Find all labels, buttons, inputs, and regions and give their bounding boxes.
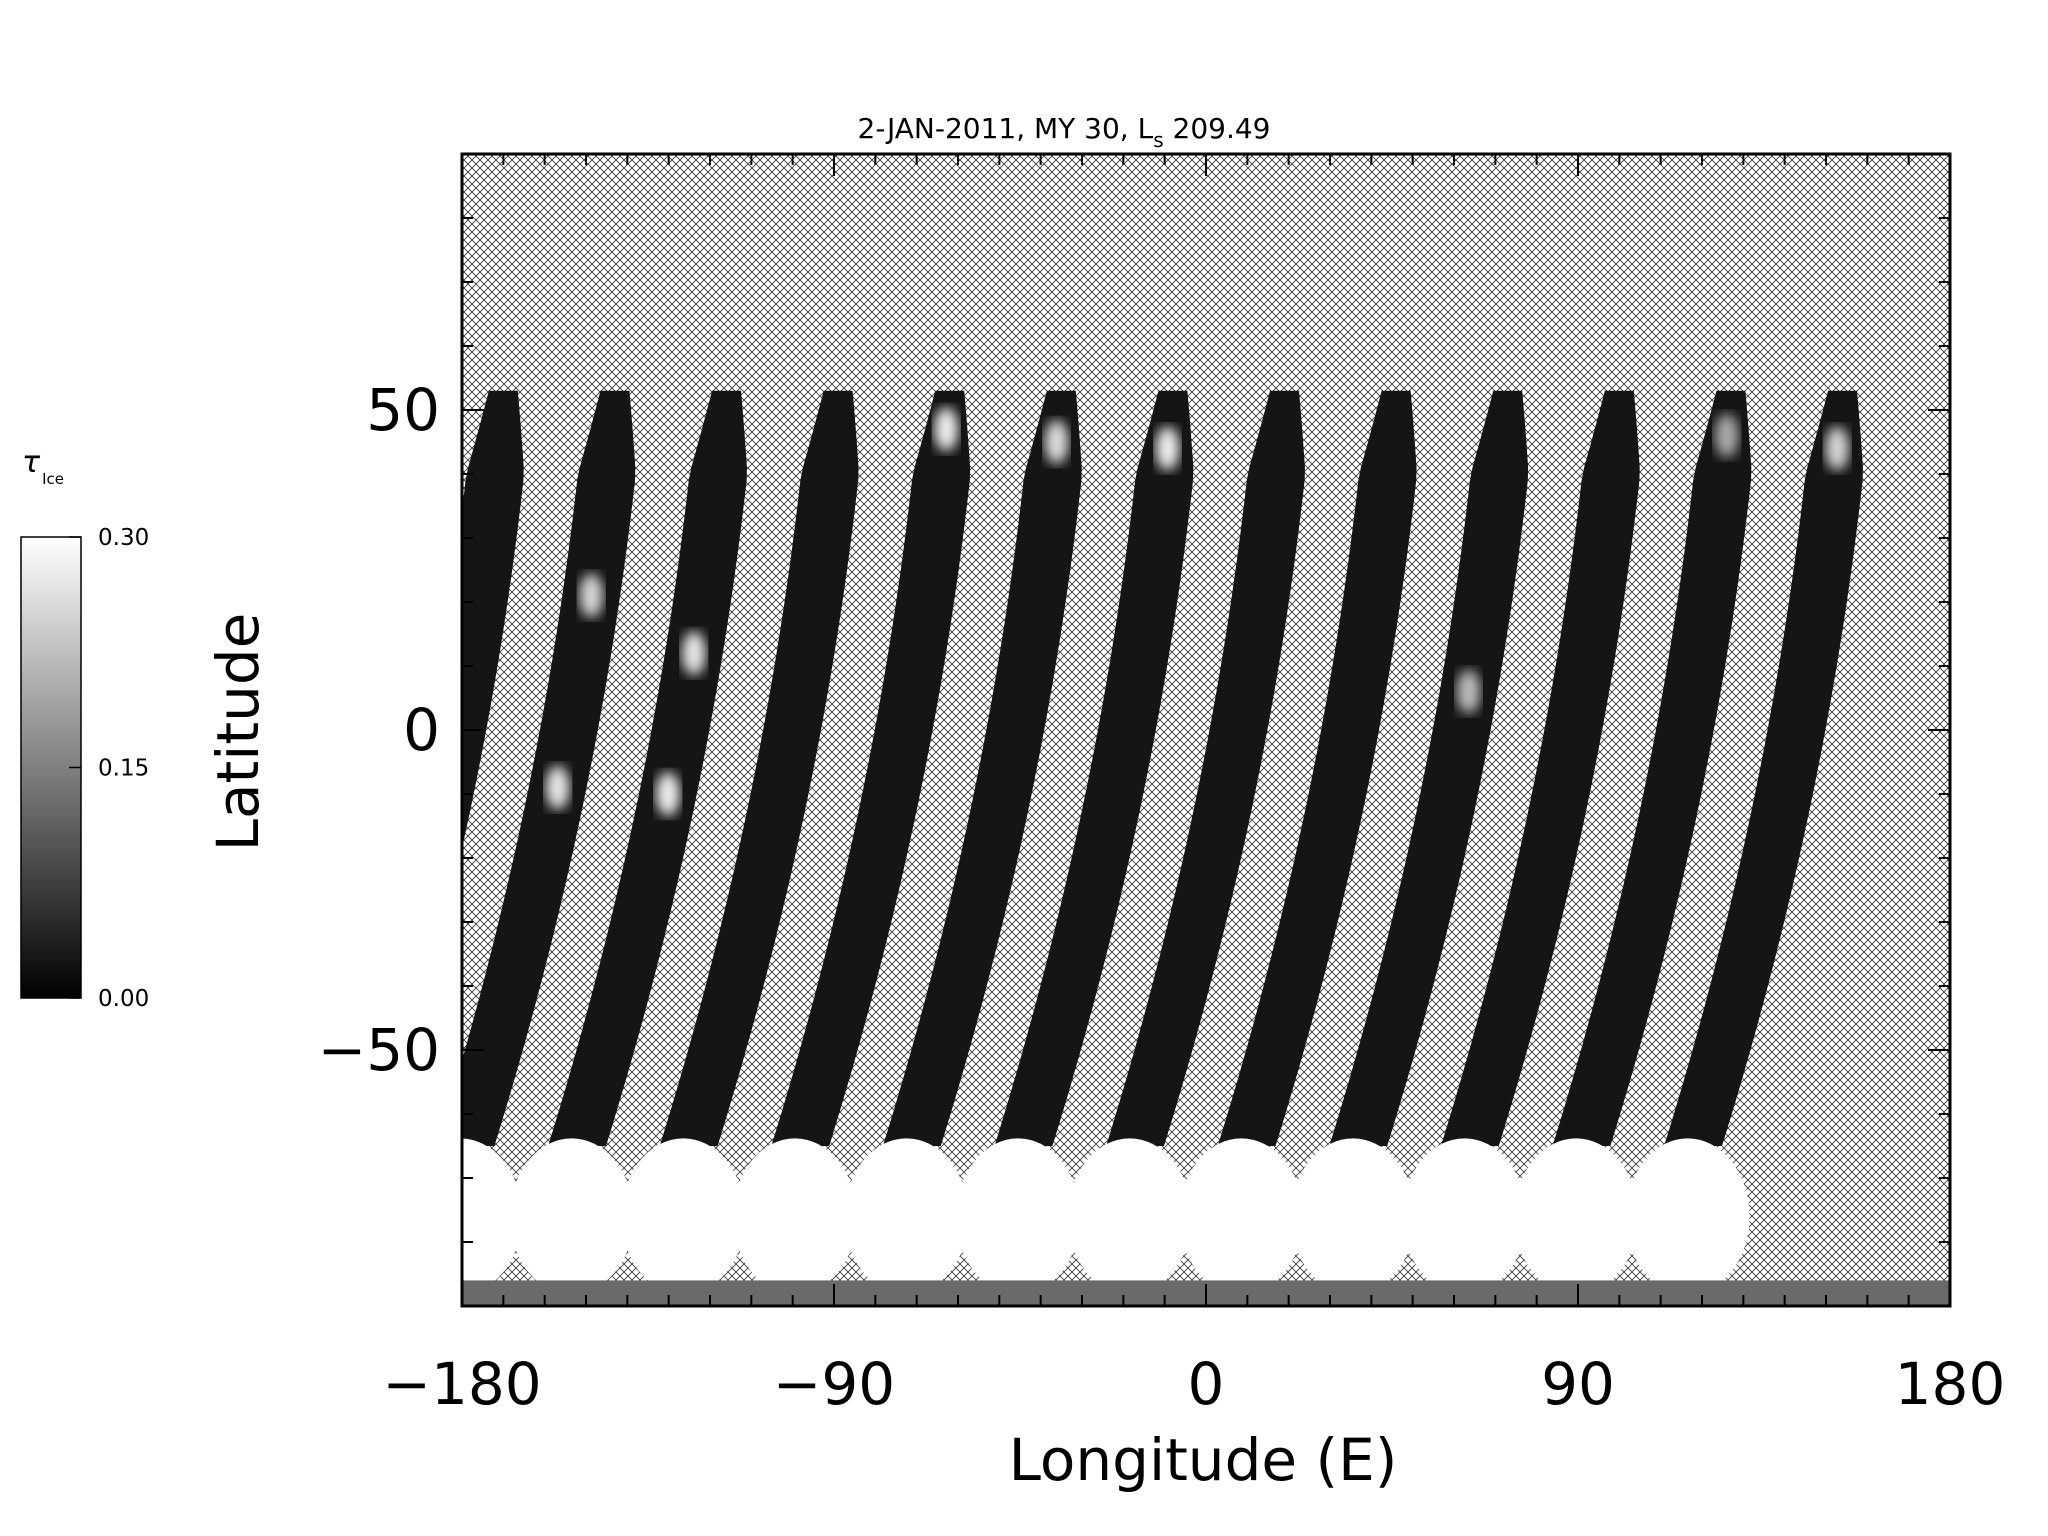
colorbar-ticks: 0.00 0.15 0.30 (69, 525, 149, 1012)
ice-cloud-patch (681, 631, 706, 676)
swath-layer (286, 390, 1950, 1306)
x-axis-title: Longitude (E) (1009, 1426, 1398, 1494)
y-axis-title: Latitude (204, 613, 272, 852)
polar-cap (286, 1138, 1950, 1306)
swath-track (1217, 390, 1417, 1146)
colorbar: τ Ice 0.00 0.15 0.30 (20, 445, 149, 1012)
ice-cloud-patch (579, 573, 604, 618)
colorbar-tick-label: 0.30 (98, 525, 149, 551)
x-tick-label: −90 (773, 1350, 895, 1418)
swath-track (1329, 390, 1529, 1146)
y-tick-label: 50 (366, 376, 440, 444)
swath-track (771, 390, 971, 1146)
ice-cloud-patch (934, 407, 959, 452)
swath-track (462, 390, 524, 849)
y-tick-label: 0 (403, 696, 440, 764)
orbit-swath (882, 390, 1082, 1146)
x-tick-label: 180 (1895, 1350, 2006, 1418)
orbit-swath (1329, 390, 1529, 1146)
x-tick-label: −180 (382, 1350, 541, 1418)
polar-cap-lobe (286, 1138, 410, 1294)
swath-track (1440, 390, 1640, 1146)
plot-area: −180 −90 0 90 180 −50 0 50 (286, 152, 2005, 1418)
x-tick-label: 0 (1188, 1350, 1225, 1418)
swath-track (548, 390, 747, 1146)
orbit-swath (548, 390, 747, 1146)
ice-cloud-patch (1456, 669, 1481, 714)
colorbar-tick-label: 0.00 (98, 986, 149, 1012)
orbit-swath (1217, 390, 1417, 1146)
orbit-swath (462, 390, 524, 849)
polar-cap-lobe (732, 1138, 857, 1295)
y-axis: −50 0 50 (318, 153, 1950, 1307)
orbit-swath (771, 390, 971, 1146)
ice-cloud-patch (545, 765, 570, 810)
polar-cap-lobe (844, 1138, 969, 1295)
orbit-swath (1552, 390, 1752, 1146)
swath-track (994, 390, 1194, 1146)
swath-track (1552, 390, 1752, 1146)
polar-cap-lobe (621, 1138, 746, 1295)
polar-cap-lobe (509, 1138, 634, 1295)
y-tick-label: −50 (318, 1016, 440, 1084)
swath-track (1664, 390, 1863, 1146)
ice-cloud-patch (1044, 420, 1069, 464)
ice-cloud-patch (1714, 413, 1739, 458)
colorbar-tick-label: 0.15 (98, 756, 149, 782)
polar-cap-lobe (1290, 1138, 1415, 1295)
orbit-swath (1664, 390, 1863, 1146)
orbit-swath (1106, 390, 1305, 1146)
swath-track (882, 390, 1082, 1146)
x-tick-label: 90 (1541, 1350, 1615, 1418)
swath-track (1106, 390, 1305, 1146)
swath-track (659, 390, 859, 1146)
orbit-swath (1440, 390, 1640, 1146)
orbit-swath (659, 390, 859, 1146)
polar-cap-lobe (1179, 1138, 1304, 1295)
polar-cap-lobe (1625, 1138, 1750, 1295)
ice-cloud-patch (1825, 426, 1850, 471)
chart-title: 2-JAN-2011, MY 30, Ls 209.49 (858, 112, 1271, 152)
orbit-swath (994, 390, 1194, 1146)
polar-cap-lobe (1067, 1138, 1192, 1295)
polar-cap-lobe (1402, 1138, 1527, 1295)
polar-cap-lobe (1514, 1138, 1639, 1295)
colorbar-label: τ Ice (22, 445, 64, 488)
ice-cloud-patch (655, 772, 680, 816)
orbit-swath (462, 390, 636, 1146)
polar-cap-lobe (462, 1138, 523, 1295)
polar-cap-lobe (956, 1138, 1081, 1295)
ice-cloud-patch (1155, 426, 1180, 471)
x-axis: −180 −90 0 90 180 (382, 154, 2005, 1418)
